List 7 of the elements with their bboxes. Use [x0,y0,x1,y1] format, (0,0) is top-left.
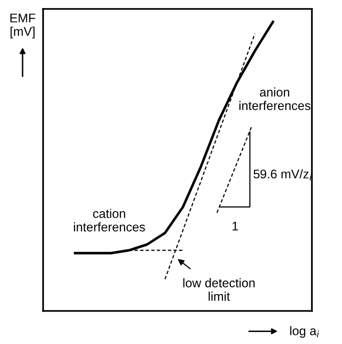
annotation: 59.6 mV/z$_{i}$ [254,169,312,180]
y-axis-title: EMF [mV] [10,14,36,38]
annotation: low detection limit [183,278,255,301]
x-axis-title: log a$_{i}$ [290,326,319,338]
annotation: cation interferences [74,208,145,232]
annotation: anion interferences [239,87,310,110]
annotation: 1 [232,222,238,230]
